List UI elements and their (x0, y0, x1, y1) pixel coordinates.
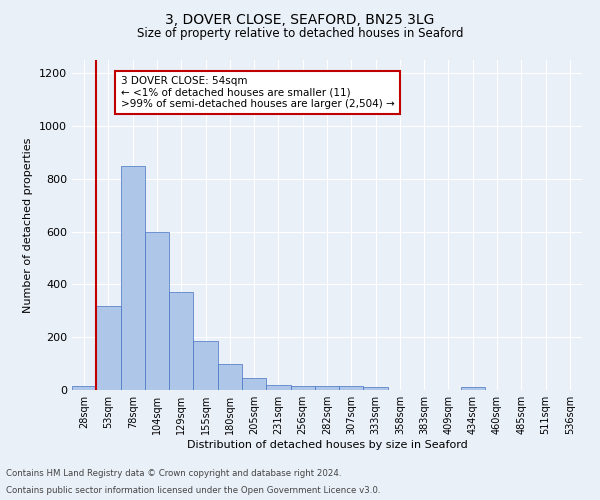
Text: Contains public sector information licensed under the Open Government Licence v3: Contains public sector information licen… (6, 486, 380, 495)
Bar (218, 364, 242, 390)
Bar (242, 378, 266, 390)
Y-axis label: Number of detached properties: Number of detached properties (23, 138, 34, 312)
Bar (169, 292, 193, 390)
Bar (96, 306, 121, 390)
Bar (121, 166, 145, 390)
Bar (145, 232, 169, 390)
Text: 3, DOVER CLOSE, SEAFORD, BN25 3LG: 3, DOVER CLOSE, SEAFORD, BN25 3LG (166, 12, 434, 26)
Bar (339, 386, 364, 390)
Text: 3 DOVER CLOSE: 54sqm
← <1% of detached houses are smaller (11)
>99% of semi-deta: 3 DOVER CLOSE: 54sqm ← <1% of detached h… (121, 76, 394, 109)
Bar (72, 386, 96, 390)
Bar (364, 388, 388, 390)
Bar (461, 388, 485, 390)
Bar (193, 341, 218, 390)
X-axis label: Distribution of detached houses by size in Seaford: Distribution of detached houses by size … (187, 440, 467, 450)
Text: Size of property relative to detached houses in Seaford: Size of property relative to detached ho… (137, 28, 463, 40)
Bar (266, 384, 290, 390)
Bar (290, 386, 315, 390)
Text: Contains HM Land Registry data © Crown copyright and database right 2024.: Contains HM Land Registry data © Crown c… (6, 468, 341, 477)
Bar (315, 386, 339, 390)
